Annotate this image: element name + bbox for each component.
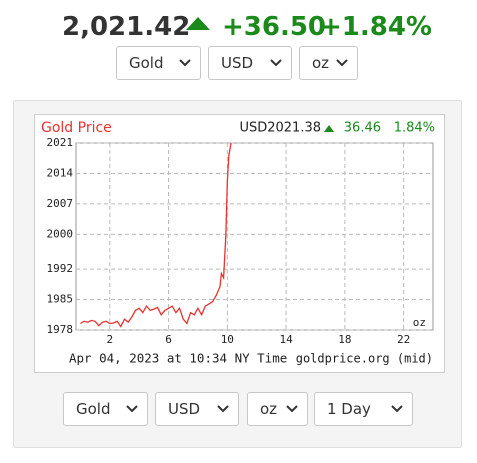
up-arrow bbox=[324, 125, 334, 132]
select-value: oz bbox=[312, 54, 330, 72]
y-tick-label: 2014 bbox=[47, 166, 74, 179]
price-line bbox=[80, 142, 232, 328]
chart-price: USD2021.38 bbox=[239, 121, 321, 136]
chart-change-percent: 1.84% bbox=[394, 121, 435, 136]
chevron bbox=[336, 59, 348, 67]
y-tick-label: 1978 bbox=[47, 323, 74, 336]
change-percent: +1.84% bbox=[320, 12, 432, 42]
chevron bbox=[217, 405, 229, 413]
up-arrow bbox=[186, 17, 210, 30]
chart-frame bbox=[34, 114, 445, 373]
price: 2,021.42 bbox=[62, 12, 191, 42]
change: +36.50 bbox=[222, 12, 327, 42]
select-value: Gold bbox=[76, 400, 111, 418]
select-value: 1 Day bbox=[327, 400, 371, 418]
period-select[interactable]: 1 Day bbox=[314, 392, 413, 426]
x-tick-label: 22 bbox=[397, 333, 410, 346]
select-value: oz bbox=[260, 400, 278, 418]
y-tick-label: 1985 bbox=[47, 293, 74, 306]
x-tick-label: 6 bbox=[165, 333, 172, 346]
y-tick-label: 1992 bbox=[47, 262, 74, 275]
y-tick-label: 2000 bbox=[47, 227, 74, 240]
select-value: USD bbox=[168, 400, 201, 418]
chevron bbox=[270, 59, 282, 67]
source: goldprice.org (mid) bbox=[296, 352, 433, 366]
x-tick-label: 14 bbox=[279, 333, 293, 346]
x-tick-label: 2 bbox=[106, 333, 113, 346]
unit-select[interactable]: oz bbox=[299, 46, 358, 80]
y-tick-label: 2007 bbox=[47, 197, 74, 210]
chevron bbox=[126, 405, 138, 413]
chart-change: 36.46 bbox=[344, 121, 381, 136]
select-value: Gold bbox=[129, 54, 164, 72]
chevron bbox=[286, 405, 298, 413]
select-value: USD bbox=[221, 54, 254, 72]
y-tick-label: 2021 bbox=[47, 136, 74, 149]
metal-select[interactable]: Gold bbox=[116, 46, 201, 80]
timestamp: Apr 04, 2023 at 10:34 NY Time bbox=[69, 351, 287, 366]
currency-select[interactable]: USD bbox=[155, 392, 239, 426]
chart: 1978 1985 1992 2000 2007 2014 2021 2 6 10 14 18 22 Go… bbox=[34, 114, 445, 373]
x-tick-label: 18 bbox=[338, 333, 351, 346]
chevron bbox=[391, 405, 403, 413]
chevron bbox=[179, 59, 191, 67]
chart-title: Gold Price bbox=[41, 120, 112, 136]
unit-label: oz bbox=[413, 316, 426, 329]
currency-select[interactable]: USD bbox=[208, 46, 292, 80]
x-tick-label: 10 bbox=[221, 333, 234, 346]
metal-select[interactable]: Gold bbox=[63, 392, 148, 426]
unit-select[interactable]: oz bbox=[247, 392, 308, 426]
